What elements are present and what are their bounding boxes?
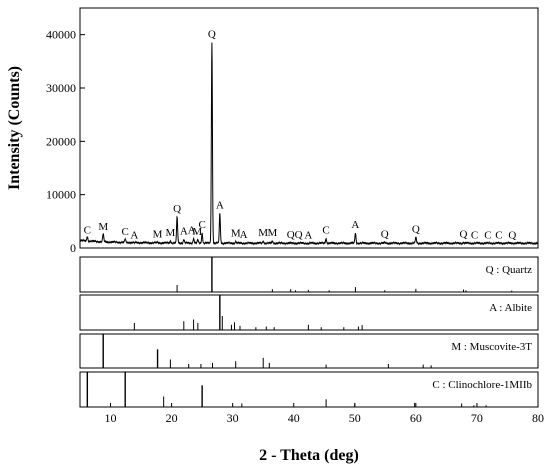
peak-label: C — [84, 224, 91, 236]
peak-label: C — [322, 224, 329, 236]
x-tick-label: 20 — [166, 411, 178, 425]
peak-label: M — [192, 226, 202, 238]
peak-label: Q — [412, 223, 420, 235]
reference-panel-frame — [79, 333, 539, 369]
main-plot-frame — [79, 7, 539, 249]
x-tick-label: 70 — [471, 411, 483, 425]
y-axis-title: Intensity (Counts) — [6, 66, 23, 190]
peak-label: A — [130, 230, 138, 242]
reference-label: Q : Quartz — [486, 264, 533, 276]
peak-label: Q — [508, 230, 516, 242]
reference-patterns: Q : Quartz A : Albite M : Muscovite-3T C : … — [79, 256, 539, 408]
peak-label: M — [258, 227, 268, 239]
y-tick-label: 0 — [70, 241, 76, 255]
peak-label: M — [231, 228, 241, 240]
peak-label: C — [471, 230, 478, 242]
x-tick-label: 40 — [288, 411, 300, 425]
peak-label: C — [198, 219, 205, 231]
peak-label: M — [165, 227, 175, 239]
peak-label: C — [122, 226, 129, 238]
peak-label: A — [180, 225, 188, 237]
x-tick-label: 80 — [532, 411, 544, 425]
reference-label: A : Albite — [489, 302, 532, 314]
peak-label: Q — [460, 229, 468, 241]
x-tick-label: 50 — [349, 411, 361, 425]
reference-panel-frame — [79, 371, 539, 408]
peak-label: A — [216, 199, 224, 211]
intensity-series — [79, 42, 539, 246]
x-tick-label: 60 — [410, 411, 422, 425]
peak-label: Q — [173, 203, 181, 215]
x-tick-label: 10 — [105, 411, 117, 425]
peak-label: Q — [381, 229, 389, 241]
peak-label: C — [484, 230, 491, 242]
intensity-line — [79, 42, 539, 246]
y-tick-label: 30000 — [46, 81, 76, 95]
y-axis-ticks: 0 10000 20000 30000 40000 — [46, 28, 85, 255]
x-axis-ticks: 10 20 30 40 50 60 70 80 — [105, 403, 544, 425]
reference-panel-frame — [79, 256, 539, 293]
peak-label: Q — [287, 229, 295, 241]
reference-label: C : Clinochlore-1MIIb — [432, 379, 532, 391]
y-tick-label: 10000 — [46, 188, 76, 202]
reference-label: M : Muscovite-3T — [451, 341, 532, 353]
peak-label: M — [153, 229, 163, 241]
peak-label: M — [98, 221, 108, 233]
peak-label: Q — [295, 229, 303, 241]
reference-panel-frame — [79, 294, 539, 331]
peak-label: A — [188, 224, 196, 236]
x-tick-label: 30 — [227, 411, 239, 425]
peak-label: A — [351, 219, 359, 231]
y-tick-label: 40000 — [46, 28, 76, 42]
y-tick-label: 20000 — [46, 134, 76, 148]
peak-label: Q — [208, 29, 216, 41]
peak-label: C — [495, 230, 502, 242]
peak-label: A — [304, 230, 312, 242]
peak-label: M — [267, 227, 277, 239]
x-axis-title: 2 - Theta (deg) — [259, 447, 359, 464]
peak-label: A — [240, 229, 248, 241]
